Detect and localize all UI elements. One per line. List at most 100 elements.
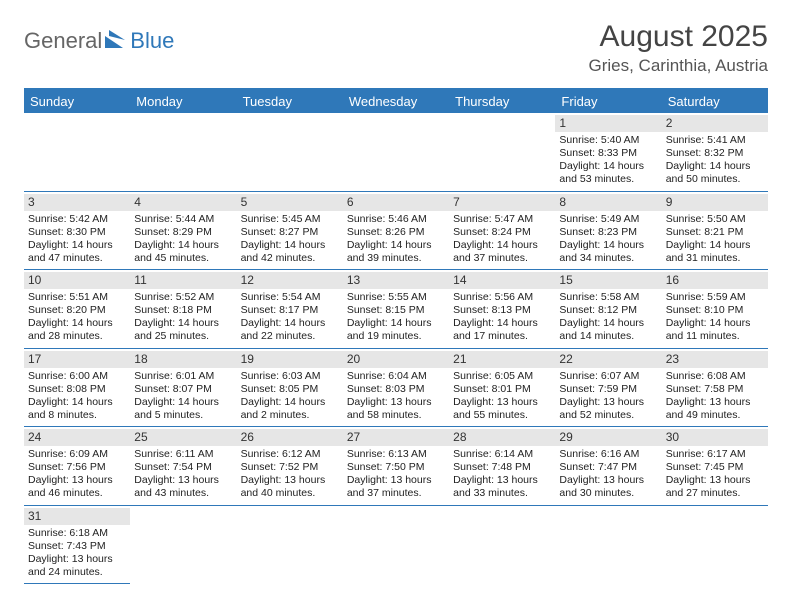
location: Gries, Carinthia, Austria (588, 56, 768, 76)
sunset-line: Sunset: 8:32 PM (666, 147, 764, 160)
sunrise-line: Sunrise: 6:09 AM (28, 448, 126, 461)
day-cell: 8Sunrise: 5:49 AMSunset: 8:23 PMDaylight… (555, 192, 661, 271)
day-number: 4 (130, 194, 236, 211)
sunrise-line: Sunrise: 5:45 AM (241, 213, 339, 226)
day-header: Tuesday (237, 90, 343, 113)
sunset-line: Sunset: 7:50 PM (347, 461, 445, 474)
sunrise-line: Sunrise: 5:54 AM (241, 291, 339, 304)
day-cell: 22Sunrise: 6:07 AMSunset: 7:59 PMDayligh… (555, 349, 661, 428)
day-number: 22 (555, 351, 661, 368)
day-number: 2 (662, 115, 768, 132)
header: General Blue August 2025 Gries, Carinthi… (24, 20, 768, 76)
day-header: Saturday (662, 90, 768, 113)
sunrise-line: Sunrise: 5:52 AM (134, 291, 232, 304)
day-number: 19 (237, 351, 343, 368)
day-cell: 20Sunrise: 6:04 AMSunset: 8:03 PMDayligh… (343, 349, 449, 428)
empty-cell (24, 113, 130, 192)
sunset-line: Sunset: 8:33 PM (559, 147, 657, 160)
sunrise-line: Sunrise: 6:13 AM (347, 448, 445, 461)
day-number: 3 (24, 194, 130, 211)
sunset-line: Sunset: 8:12 PM (559, 304, 657, 317)
sunset-line: Sunset: 7:52 PM (241, 461, 339, 474)
sunset-line: Sunset: 8:30 PM (28, 226, 126, 239)
sunset-line: Sunset: 8:05 PM (241, 383, 339, 396)
day-header: Monday (130, 90, 236, 113)
day-number: 18 (130, 351, 236, 368)
day-header: Friday (555, 90, 661, 113)
day-cell: 12Sunrise: 5:54 AMSunset: 8:17 PMDayligh… (237, 270, 343, 349)
sunrise-line: Sunrise: 6:00 AM (28, 370, 126, 383)
daylight-line: Daylight: 13 hours and 58 minutes. (347, 396, 445, 422)
title-block: August 2025 Gries, Carinthia, Austria (588, 20, 768, 76)
sunset-line: Sunset: 8:03 PM (347, 383, 445, 396)
day-cell: 27Sunrise: 6:13 AMSunset: 7:50 PMDayligh… (343, 427, 449, 506)
daylight-line: Daylight: 14 hours and 39 minutes. (347, 239, 445, 265)
sunset-line: Sunset: 7:45 PM (666, 461, 764, 474)
day-number: 15 (555, 272, 661, 289)
daylight-line: Daylight: 14 hours and 45 minutes. (134, 239, 232, 265)
day-number: 6 (343, 194, 449, 211)
day-cell: 26Sunrise: 6:12 AMSunset: 7:52 PMDayligh… (237, 427, 343, 506)
sunset-line: Sunset: 8:26 PM (347, 226, 445, 239)
day-cell: 1Sunrise: 5:40 AMSunset: 8:33 PMDaylight… (555, 113, 661, 192)
daylight-line: Daylight: 13 hours and 40 minutes. (241, 474, 339, 500)
sunrise-line: Sunrise: 6:14 AM (453, 448, 551, 461)
day-cell: 6 Sunrise: 5:46 AMSunset: 8:26 PMDaylight… (343, 192, 449, 271)
daylight-line: Daylight: 13 hours and 55 minutes. (453, 396, 551, 422)
sunrise-line: Sunrise: 5:59 AM (666, 291, 764, 304)
sunset-line: Sunset: 7:56 PM (28, 461, 126, 474)
sunset-line: Sunset: 7:47 PM (559, 461, 657, 474)
empty-cell (237, 113, 343, 192)
day-number: 10 (24, 272, 130, 289)
day-number: 7 (449, 194, 555, 211)
sunrise-line: Sunrise: 5:50 AM (666, 213, 764, 226)
day-number: 25 (130, 429, 236, 446)
daylight-line: Daylight: 13 hours and 52 minutes. (559, 396, 657, 422)
daylight-line: Daylight: 14 hours and 47 minutes. (28, 239, 126, 265)
day-number: 23 (662, 351, 768, 368)
sunrise-line: Sunrise: 6:17 AM (666, 448, 764, 461)
day-number: 13 (343, 272, 449, 289)
sunrise-line: Sunrise: 5:46 AM (347, 213, 445, 226)
day-cell: 10Sunrise: 5:51 AMSunset: 8:20 PMDayligh… (24, 270, 130, 349)
sunrise-line: Sunrise: 6:16 AM (559, 448, 657, 461)
sunset-line: Sunset: 7:48 PM (453, 461, 551, 474)
daylight-line: Daylight: 14 hours and 22 minutes. (241, 317, 339, 343)
sunset-line: Sunset: 7:54 PM (134, 461, 232, 474)
sunrise-line: Sunrise: 5:55 AM (347, 291, 445, 304)
sunset-line: Sunset: 8:13 PM (453, 304, 551, 317)
sunrise-line: Sunrise: 5:47 AM (453, 213, 551, 226)
page-title: August 2025 (588, 20, 768, 54)
daylight-line: Daylight: 14 hours and 50 minutes. (666, 160, 764, 186)
day-number: 11 (130, 272, 236, 289)
day-cell: 21Sunrise: 6:05 AMSunset: 8:01 PMDayligh… (449, 349, 555, 428)
daylight-line: Daylight: 13 hours and 43 minutes. (134, 474, 232, 500)
sunrise-line: Sunrise: 5:41 AM (666, 134, 764, 147)
day-number: 12 (237, 272, 343, 289)
day-header: Sunday (24, 90, 130, 113)
day-number: 1 (555, 115, 661, 132)
sunrise-line: Sunrise: 5:56 AM (453, 291, 551, 304)
empty-cell (449, 113, 555, 192)
sunset-line: Sunset: 8:01 PM (453, 383, 551, 396)
sunset-line: Sunset: 7:59 PM (559, 383, 657, 396)
day-cell: 24Sunrise: 6:09 AMSunset: 7:56 PMDayligh… (24, 427, 130, 506)
daylight-line: Daylight: 13 hours and 24 minutes. (28, 553, 126, 579)
daylight-line: Daylight: 13 hours and 46 minutes. (28, 474, 126, 500)
day-number: 30 (662, 429, 768, 446)
day-cell: 13Sunrise: 5:55 AMSunset: 8:15 PMDayligh… (343, 270, 449, 349)
daylight-line: Daylight: 14 hours and 11 minutes. (666, 317, 764, 343)
day-header: Thursday (449, 90, 555, 113)
sunrise-line: Sunrise: 5:42 AM (28, 213, 126, 226)
sunset-line: Sunset: 8:27 PM (241, 226, 339, 239)
day-cell: 23Sunrise: 6:08 AMSunset: 7:58 PMDayligh… (662, 349, 768, 428)
daylight-line: Daylight: 14 hours and 53 minutes. (559, 160, 657, 186)
day-header: Wednesday (343, 90, 449, 113)
sunrise-line: Sunrise: 6:03 AM (241, 370, 339, 383)
logo-text-1: General (24, 28, 102, 54)
sunrise-line: Sunrise: 5:51 AM (28, 291, 126, 304)
day-cell: 17Sunrise: 6:00 AMSunset: 8:08 PMDayligh… (24, 349, 130, 428)
day-cell: 25Sunrise: 6:11 AMSunset: 7:54 PMDayligh… (130, 427, 236, 506)
sunset-line: Sunset: 8:29 PM (134, 226, 232, 239)
logo-text-2: Blue (130, 28, 174, 54)
